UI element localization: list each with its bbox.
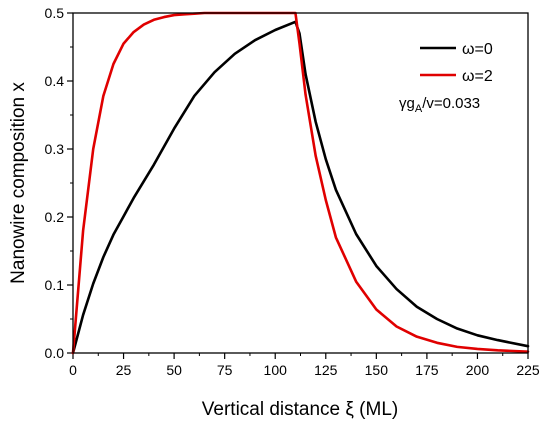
x-tick-label: 125: [314, 362, 338, 378]
annotation-main: γg: [399, 95, 415, 112]
y-tick-label: 0.3: [45, 141, 65, 157]
series-line-0: [71, 20, 530, 355]
x-tick-label: 0: [69, 362, 77, 378]
x-tick-label: 25: [116, 362, 132, 378]
legend: ω=0 ω=2: [420, 41, 493, 85]
x-tick-label: 200: [466, 362, 490, 378]
x-tick-label: 100: [264, 362, 288, 378]
series-lines: [71, 11, 530, 355]
y-axis-title: Nanowire composition x: [8, 82, 29, 284]
x-axis-title: Vertical distance ξ (ML): [202, 399, 398, 420]
x-tick-label: 75: [217, 362, 233, 378]
y-tick-label: 0.4: [45, 73, 65, 89]
x-tick-label: 50: [166, 362, 182, 378]
x-tick-label: 150: [365, 362, 389, 378]
legend-label-series-1: ω=2: [462, 68, 493, 85]
annotation-rest: /v=0.033: [422, 95, 480, 112]
y-tick-label: 0.2: [45, 209, 65, 225]
y-tick-label: 0.5: [45, 5, 65, 21]
axis-ticks: [67, 12, 529, 359]
annotation-subscript: A: [415, 103, 423, 115]
legend-label-series-0: ω=0: [462, 41, 493, 58]
plot-frame: [72, 12, 529, 354]
y-tick-label: 0.1: [45, 277, 65, 293]
y-tick-label: 0.0: [45, 345, 65, 361]
x-tick-label: 175: [415, 362, 439, 378]
tick-labels: 0 25 50 75 100 125 150 175 200 225 0.0 0.1 0.2 0.3 0.4…: [45, 5, 540, 378]
parameter-annotation: γgA/v=0.033: [399, 95, 480, 115]
x-tick-label: 225: [516, 362, 540, 378]
